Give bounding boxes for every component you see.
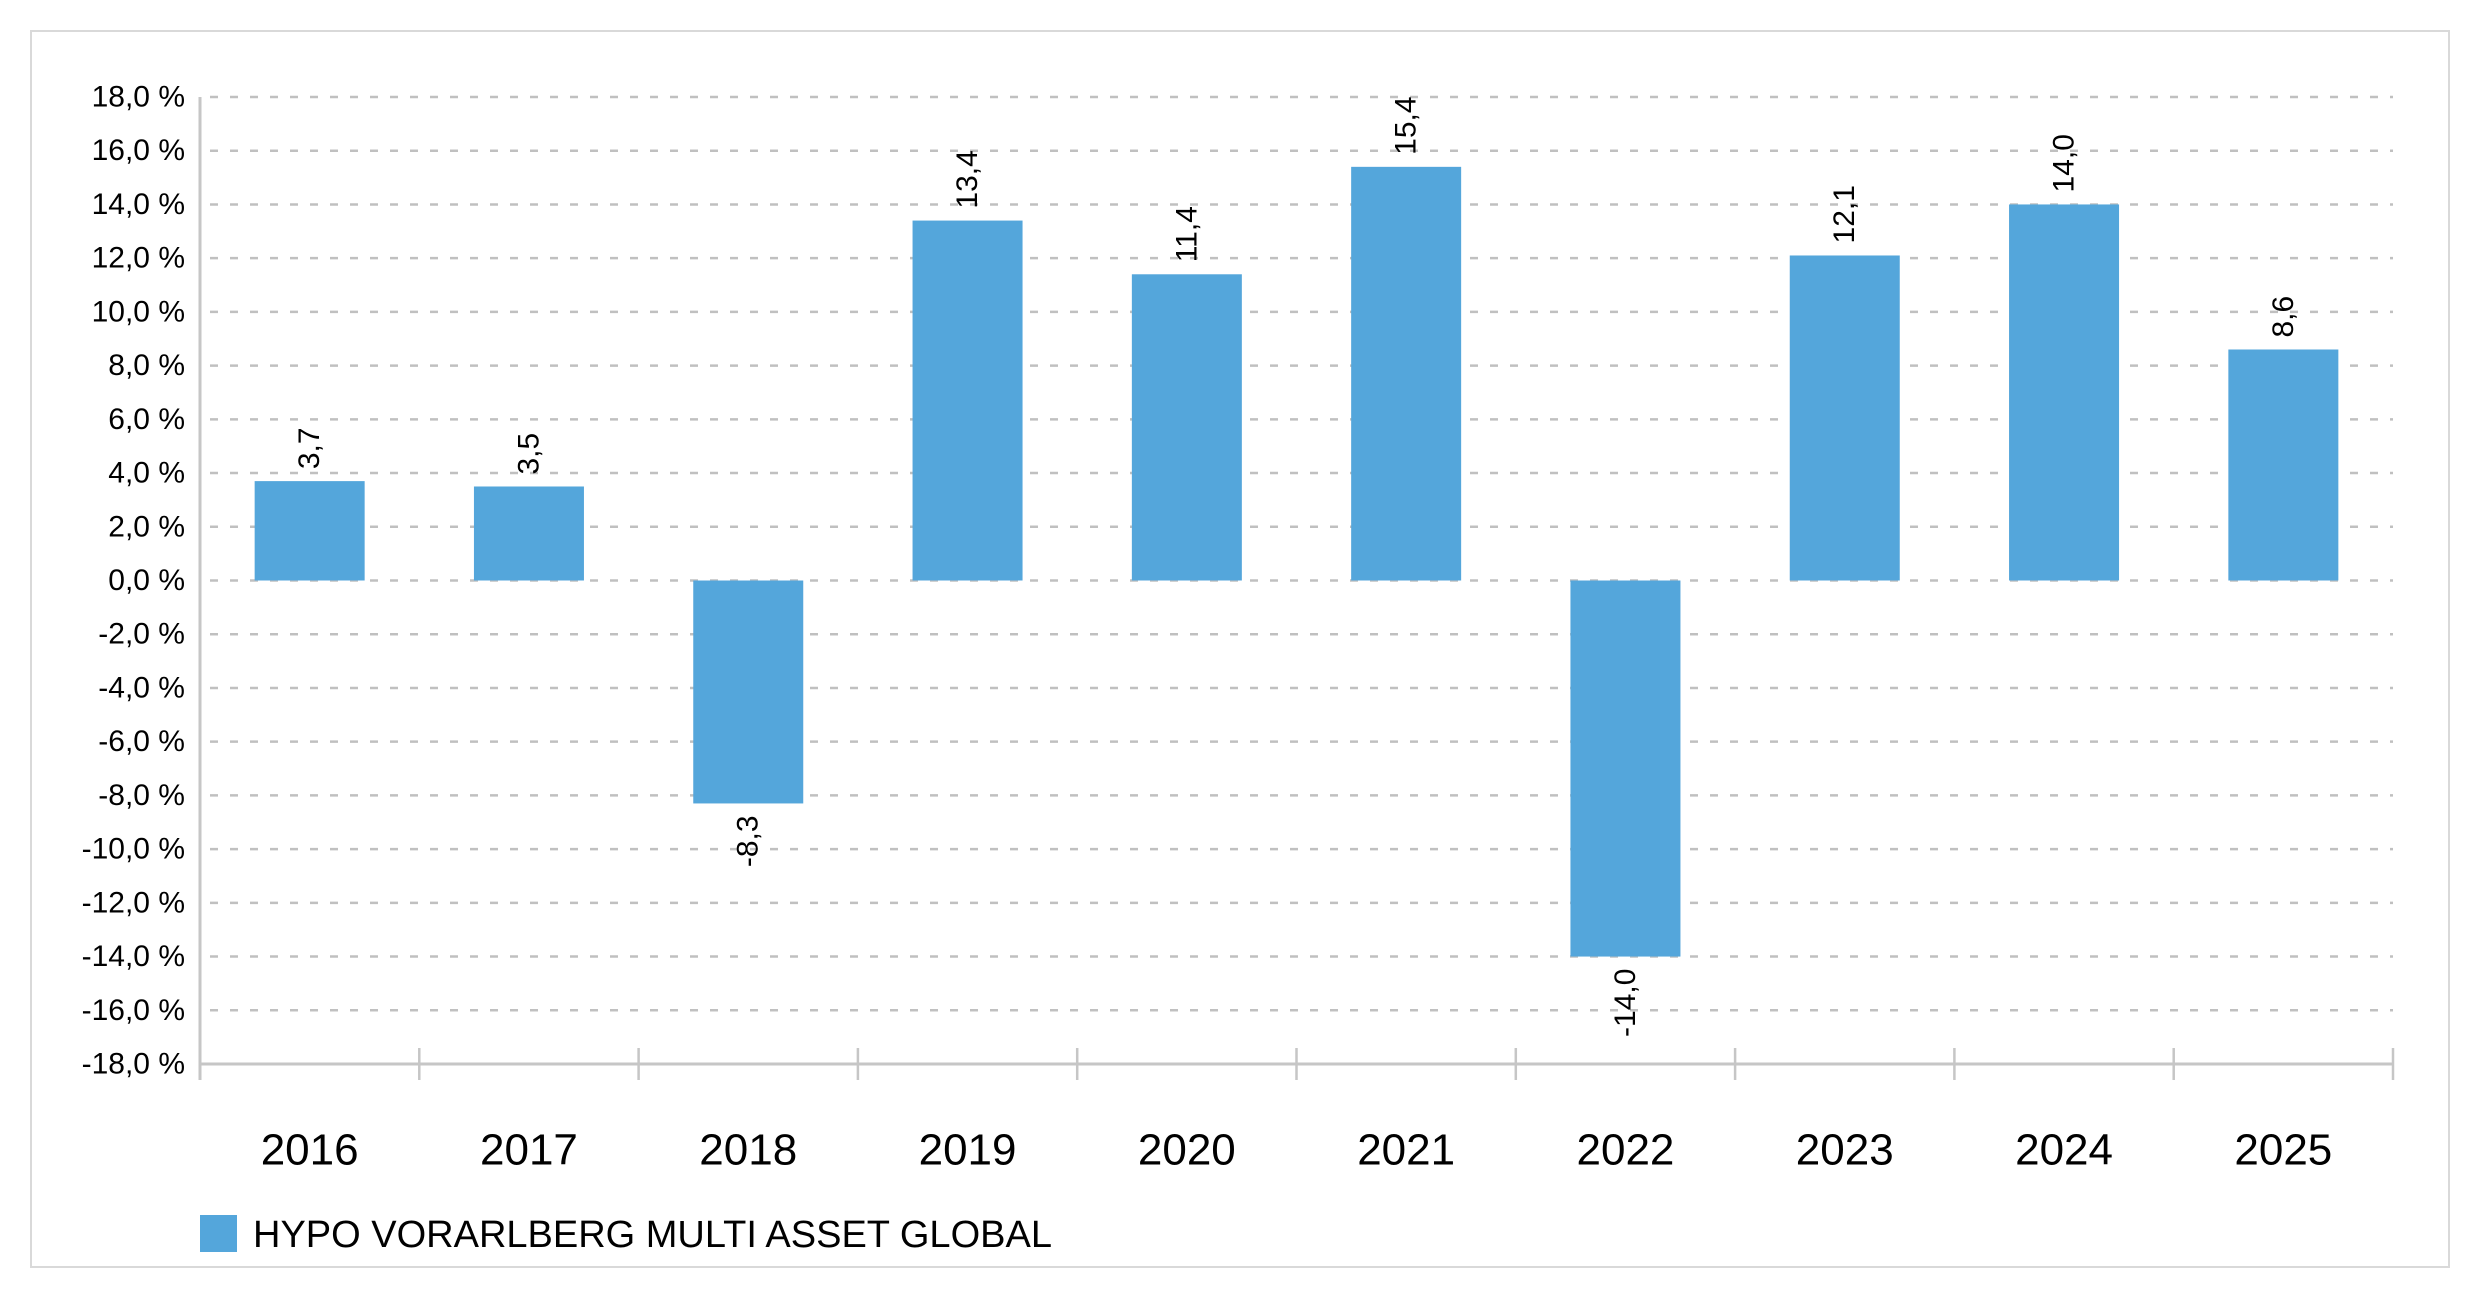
y-tick-label: -6,0 %: [98, 725, 185, 758]
bars-layer: [254, 166, 2339, 957]
value-label-2021: 15,4: [1390, 96, 1423, 154]
bar-2018: [693, 580, 804, 804]
value-labels-layer: 3,7 3,5 -8,3 13,4 11,4 15,4 -14,0 12,1 14,0 8,6: [293, 96, 2300, 1036]
y-tick-label: -16,0 %: [82, 994, 185, 1027]
y-tick-label: -8,0 %: [98, 779, 185, 812]
bar-2023: [1789, 255, 1900, 581]
bar-2024: [2009, 204, 2120, 581]
bar-2025: [2228, 349, 2339, 581]
y-tick-label: 16,0 %: [92, 134, 185, 167]
bar-2017: [473, 486, 584, 581]
value-label-2018: -8,3: [732, 815, 765, 867]
bar-2021: [1351, 166, 1462, 581]
y-tick-label: -2,0 %: [98, 618, 185, 651]
x-category-label-2017: 2017: [480, 1126, 578, 1175]
y-tick-label: 10,0 %: [92, 295, 185, 328]
x-category-label-2021: 2021: [1357, 1126, 1455, 1175]
value-label-2022: -14,0: [1609, 969, 1642, 1037]
x-category-label-2024: 2024: [2015, 1126, 2113, 1175]
y-tick-label: -18,0 %: [82, 1048, 185, 1081]
legend: HYPO VORARLBERG MULTI ASSET GLOBAL: [200, 1214, 1052, 1256]
y-tick-label: 6,0 %: [108, 403, 185, 436]
legend-label: HYPO VORARLBERG MULTI ASSET GLOBAL: [253, 1214, 1052, 1256]
x-category-label-2019: 2019: [919, 1126, 1017, 1175]
bar-2020: [1131, 274, 1242, 581]
y-tick-label: -12,0 %: [82, 886, 185, 919]
axes-layer: [198, 97, 2395, 1080]
x-category-label-2020: 2020: [1138, 1126, 1236, 1175]
y-tick-label: 18,0 %: [92, 81, 185, 114]
y-tick-label: 2,0 %: [108, 510, 185, 543]
x-category-label-2022: 2022: [1577, 1126, 1675, 1175]
value-label-2016: 3,7: [293, 427, 326, 469]
y-tick-label: 12,0 %: [92, 242, 185, 275]
y-tick-label: 0,0 %: [108, 564, 185, 597]
legend-swatch: [200, 1215, 237, 1252]
x-axis-labels-layer: 2016 2017 2018 2019 2020 2021 2022 2023 2024 2025: [261, 1126, 2333, 1175]
y-tick-label: -10,0 %: [82, 833, 185, 866]
value-label-2025: 8,6: [2267, 296, 2300, 338]
y-tick-label: 4,0 %: [108, 457, 185, 490]
x-category-label-2018: 2018: [699, 1126, 797, 1175]
value-label-2023: 12,1: [1828, 185, 1861, 243]
y-tick-label: -4,0 %: [98, 671, 185, 704]
value-label-2024: 14,0: [2048, 134, 2081, 192]
y-axis-labels-layer: 18,0 % 16,0 % 14,0 % 12,0 % 10,0 % 8,0 % 6,0 %…: [82, 81, 185, 1081]
chart-frame-border: [30, 30, 2450, 1268]
bar-2022: [1570, 580, 1681, 957]
value-label-2017: 3,5: [512, 433, 545, 475]
bar-2016: [254, 481, 365, 581]
x-category-label-2025: 2025: [2234, 1126, 2332, 1175]
value-label-2019: 13,4: [951, 150, 984, 208]
y-tick-label: 14,0 %: [92, 188, 185, 221]
value-label-2020: 11,4: [1170, 206, 1203, 262]
x-category-label-2023: 2023: [1796, 1126, 1894, 1175]
x-category-label-2016: 2016: [261, 1126, 359, 1175]
bar-2019: [912, 220, 1023, 581]
y-tick-label: -14,0 %: [82, 940, 185, 973]
y-tick-label: 8,0 %: [108, 349, 185, 382]
